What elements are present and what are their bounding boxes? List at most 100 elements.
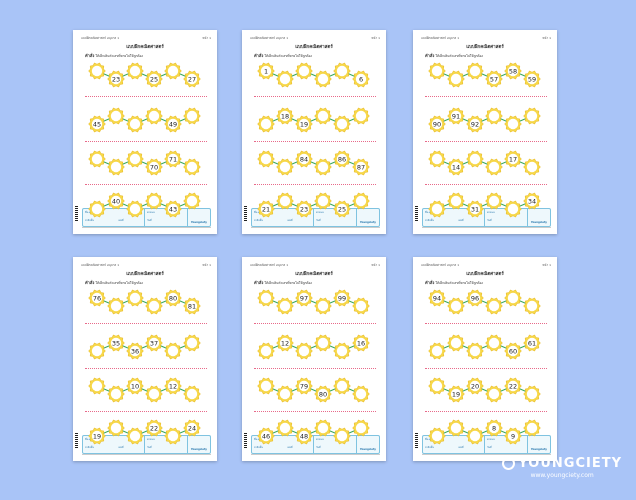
number-gear-row: 12 16 [257,334,370,360]
blank-gear [485,107,503,125]
worksheet-page: แบบฝึกคณิตศาสตร์ อนุบาล 1 หน้า 1 แบบฝึกค… [73,257,217,461]
blank-gear [504,289,522,307]
number-gear: 60 [504,342,522,360]
barcode-icon [244,206,247,222]
gear-center [488,388,500,400]
number-gear: 61 [523,334,541,352]
number-gear: 46 [257,427,275,445]
barcode-icon [244,433,247,449]
blank-gear [276,158,294,176]
gear-center [129,345,141,357]
gear-center [110,161,122,173]
blank-gear [88,342,106,360]
blank-gear [257,377,275,395]
number-gear: 37 [145,334,163,352]
number-label: เลขที่ [287,219,293,222]
page-title: แบบฝึกคณิตศาสตร์ [295,272,333,277]
score-label: คะแนน [147,211,155,214]
number-gear-row: 84 86 87 [257,150,370,176]
number-gear: 80 [164,289,182,307]
gear-center [431,153,443,165]
gear-center [148,300,160,312]
header-right: หน้า 1 [371,36,380,40]
blank-gear [485,192,503,210]
blank-gear [257,289,275,307]
score-label: คะแนน [316,211,324,214]
worksheet-page: แบบฝึกคณิตศาสตร์ อนุบาล 1 หน้า 1 แบบฝึกค… [242,30,386,234]
number-gear: 12 [276,334,294,352]
blank-gear [447,334,465,352]
footer-logo: Youngciety [190,448,207,451]
gear-center [526,73,538,85]
gear-center [450,388,462,400]
gear-number: 6 [359,75,363,83]
dotted-divider [425,368,547,369]
number-gear-row: 89 [428,419,541,445]
class-label: ระดับชั้น [425,219,434,222]
gear-center [110,195,122,207]
gear-center [469,345,481,357]
name-label: ชื่อ-สกุล [254,438,263,441]
gear-center [336,203,348,215]
footer-logo: Youngciety [530,448,547,451]
gear-center [336,380,348,392]
blank-gear [466,150,484,168]
number-gear: 23 [107,70,125,88]
gear-center [526,300,538,312]
instruction-text: ให้เด็กเติมตัวเลขที่หายไปให้ถูกต้อง [95,54,143,58]
gear-number: 71 [169,155,177,163]
blank-gear [466,427,484,445]
brand-url: www.youngciety.com [530,472,594,479]
gear-center [148,388,160,400]
gear-number: 8 [492,424,496,432]
blank-gear [485,385,503,403]
blank-gear [447,419,465,437]
blank-gear [145,192,163,210]
gear-center [317,337,329,349]
instruction-label: คำสั่ง [85,280,95,285]
page-title: แบบฝึกคณิตศาสตร์ [126,272,164,277]
gear-center [469,292,481,304]
gear-center [129,292,141,304]
gear-number: 97 [300,294,308,302]
number-gear: 86 [333,150,351,168]
gear-number: 27 [188,75,196,83]
gear-center [450,110,462,122]
number-gear: 6 [352,70,370,88]
gear-center [129,65,141,77]
blank-gear [333,115,351,133]
gear-center [298,65,310,77]
number-gear: 49 [164,115,182,133]
gear-center [91,430,103,442]
gear-center [167,65,179,77]
dotted-divider [425,141,547,142]
gear-center [260,118,272,130]
header-left: แบบฝึกคณิตศาสตร์ อนุบาล 1 [250,36,289,40]
gear-number: 92 [471,120,479,128]
gear-center [431,380,443,392]
gear-center [186,422,198,434]
dotted-divider [254,411,376,412]
blank-gear [183,192,201,210]
footer-divider [422,227,551,229]
number-gear: 71 [164,150,182,168]
header-right: หน้า 1 [371,263,380,267]
gear-center [260,292,272,304]
gear-number: 21 [262,205,270,213]
class-label: ระดับชั้น [254,446,263,449]
gear-center [355,73,367,85]
gear-center [450,300,462,312]
number-gear: 19 [295,115,313,133]
gear-center [317,422,329,434]
number-gear-row: 57 58 59 [428,62,541,88]
blank-gear [126,150,144,168]
gear-number: 58 [509,67,517,75]
blank-gear [107,158,125,176]
blank-gear [88,150,106,168]
blank-gear [107,419,125,437]
gear-center [260,345,272,357]
gear-center [167,292,179,304]
footer-logo: Youngciety [359,221,376,224]
gear-center [507,65,519,77]
gear-center [260,380,272,392]
